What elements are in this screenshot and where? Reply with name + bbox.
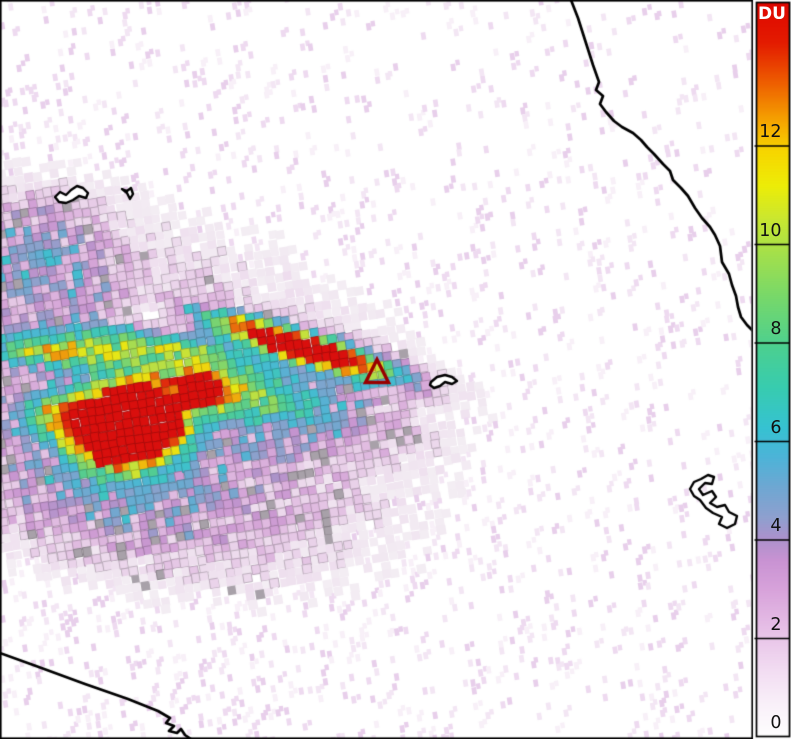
volcano-marker <box>365 359 390 384</box>
colorbar-tick-label: 4 <box>770 516 782 536</box>
colorbar-tick-label: 6 <box>770 417 782 438</box>
colorbar-tick-label: 10 <box>759 220 782 241</box>
colorbar-tick-label: 12 <box>759 122 782 142</box>
colorbar-tick-label: 8 <box>770 319 782 339</box>
colorbar-tick-label: 2 <box>770 614 782 635</box>
colorbar-units-label: DU <box>758 4 786 24</box>
colorbar-tick-label: 0 <box>770 713 782 733</box>
